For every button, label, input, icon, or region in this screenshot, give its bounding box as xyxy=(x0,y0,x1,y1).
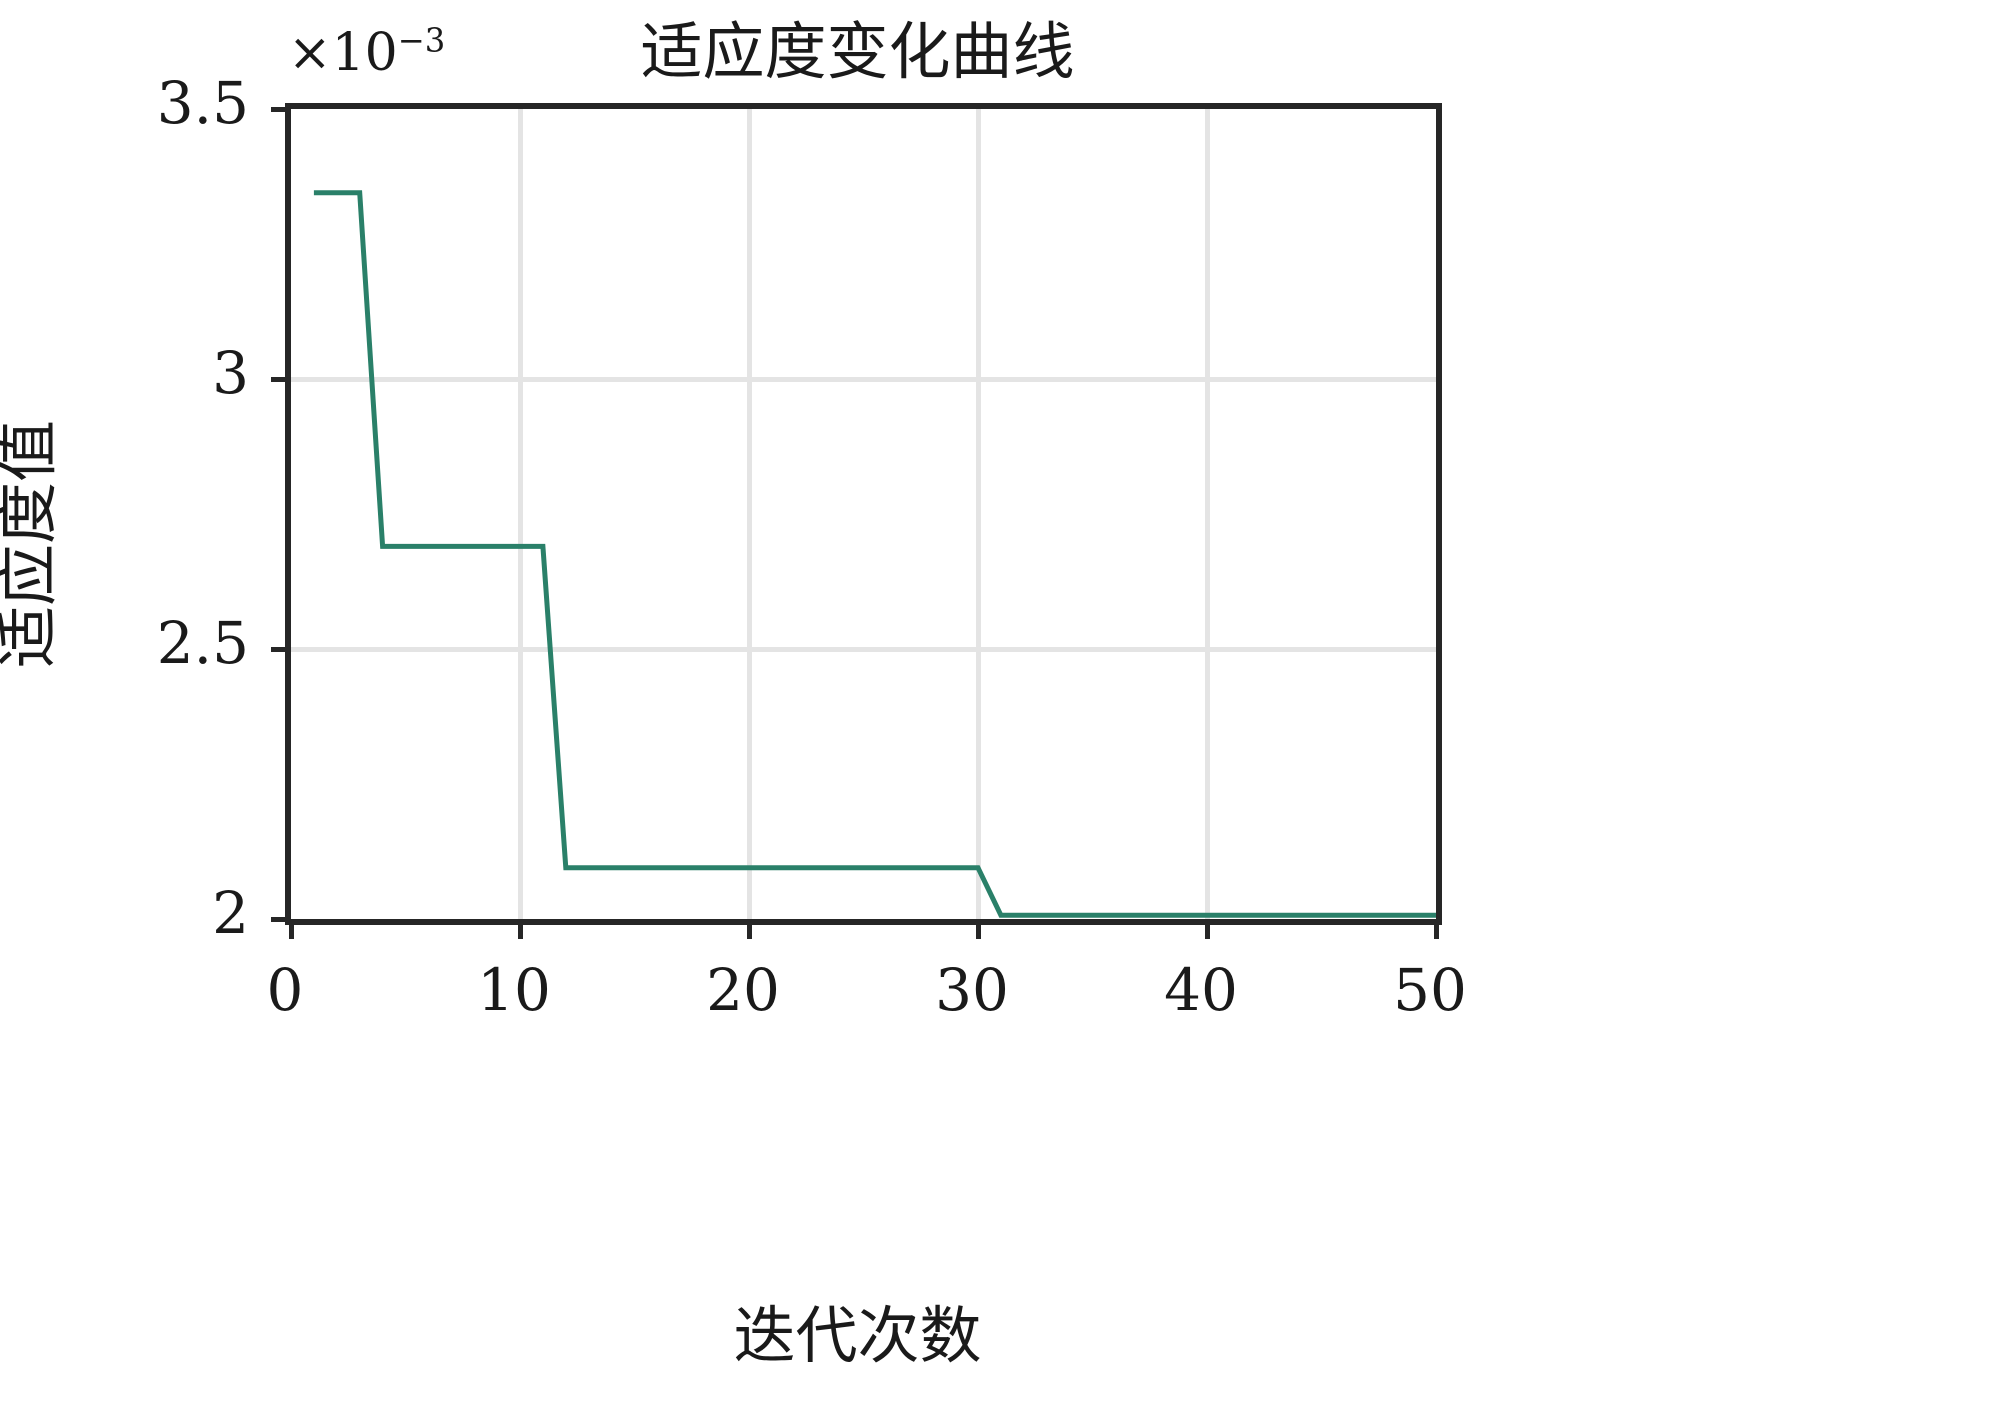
x-tick-label: 20 xyxy=(706,956,780,1024)
x-tick-label: 40 xyxy=(1164,956,1238,1024)
x-tick-mark xyxy=(975,919,981,939)
x-tick-mark xyxy=(1433,919,1439,939)
gridline-vertical xyxy=(1204,109,1210,919)
x-tick-label: 0 xyxy=(266,956,304,1024)
data-line-fitness xyxy=(313,190,1436,918)
gridline-vertical xyxy=(517,109,523,919)
y-tick-label: 3.5 xyxy=(156,69,249,137)
series-layer xyxy=(313,190,1436,918)
y-tick-mark xyxy=(271,106,291,112)
x-tick-mark xyxy=(1204,919,1210,939)
offset-mantissa: ×10 xyxy=(288,23,398,83)
chart-title: 适应度变化曲线 xyxy=(640,15,1075,88)
x-tick-mark xyxy=(288,919,294,939)
x-tick-label: 30 xyxy=(935,956,1009,1024)
gridline-horizontal xyxy=(291,646,1436,652)
x-tick-label: 50 xyxy=(1393,956,1467,1024)
gridline-horizontal xyxy=(291,376,1436,382)
y-tick-mark xyxy=(271,916,291,922)
offset-exponent: −3 xyxy=(397,21,446,60)
plot-inner xyxy=(271,106,1439,939)
y-tick-mark xyxy=(271,376,291,382)
x-tick-mark xyxy=(517,919,523,939)
plot-area xyxy=(271,103,1442,939)
y-tick-label: 2 xyxy=(212,879,249,947)
x-tick-mark xyxy=(746,919,752,939)
y-tick-mark xyxy=(271,646,291,652)
y-tick-label: 3 xyxy=(212,339,249,407)
x-tick-label: 10 xyxy=(477,956,551,1024)
y-axis-offset-text: ×10−3 xyxy=(288,24,445,82)
gridline-vertical xyxy=(746,109,752,919)
x-axis-label: 迭代次数 xyxy=(733,1299,982,1372)
y-tick-label: 2.5 xyxy=(156,609,249,677)
gridline-vertical xyxy=(975,109,981,919)
